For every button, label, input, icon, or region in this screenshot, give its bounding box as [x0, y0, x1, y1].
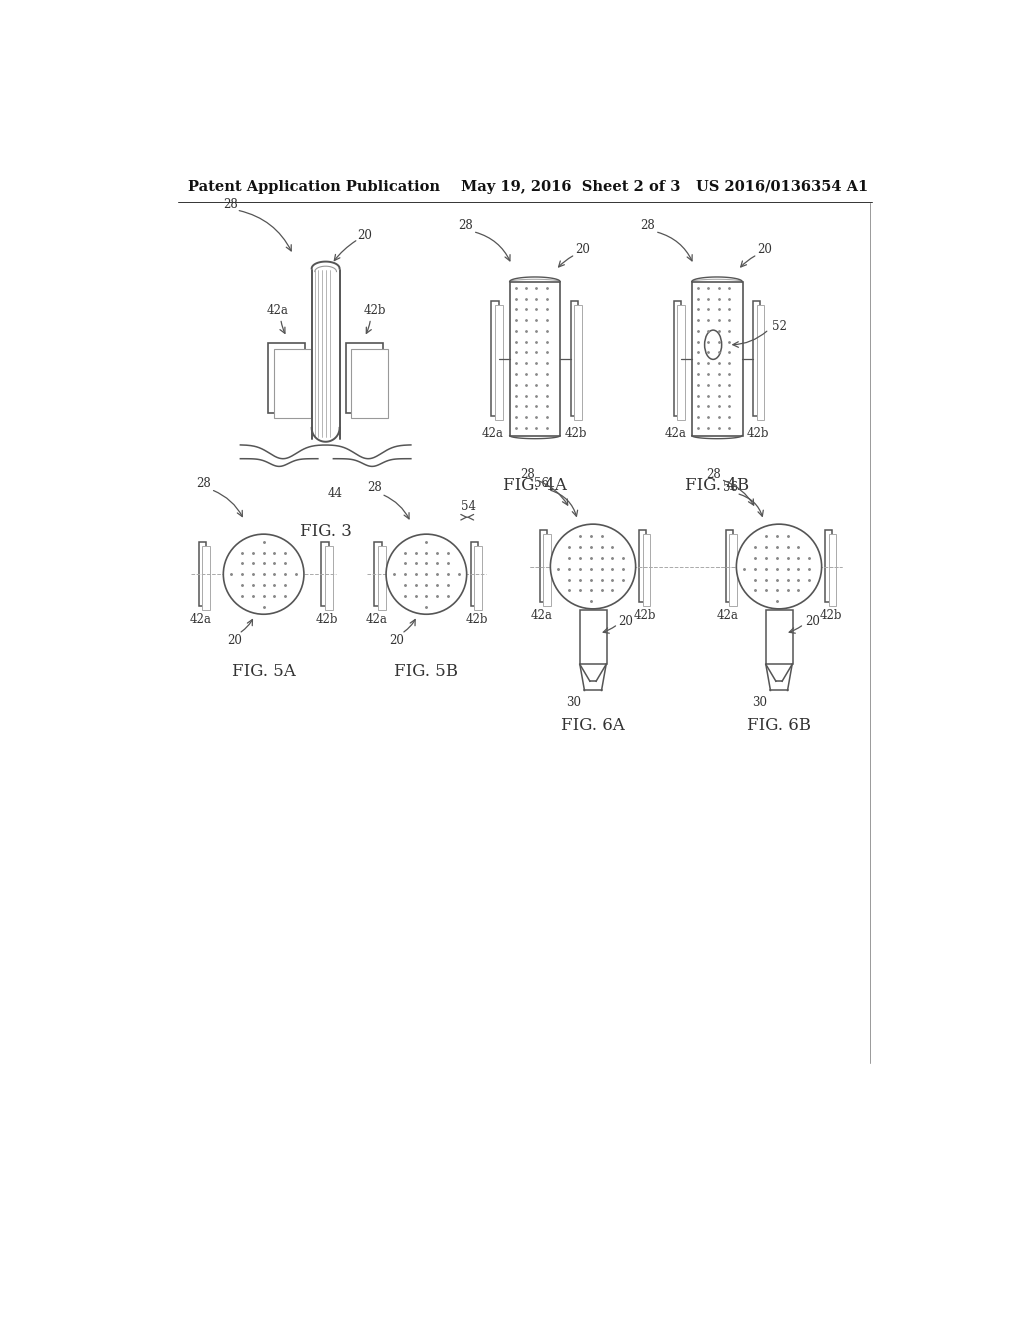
Text: 28: 28: [197, 477, 211, 490]
Text: 56: 56: [723, 480, 737, 494]
Text: 42b: 42b: [819, 610, 842, 622]
Text: 20: 20: [389, 634, 404, 647]
Bar: [639, 529, 646, 602]
Bar: [321, 541, 329, 606]
Bar: [474, 545, 482, 610]
Bar: [729, 533, 737, 606]
Text: 44: 44: [328, 487, 342, 500]
Text: 20: 20: [226, 634, 242, 647]
Circle shape: [550, 524, 636, 609]
Bar: [574, 305, 583, 420]
Text: 28: 28: [640, 219, 654, 232]
Bar: [510, 281, 560, 436]
Bar: [757, 305, 764, 420]
Bar: [824, 529, 833, 602]
Bar: [692, 281, 742, 436]
Bar: [378, 545, 386, 610]
Text: 30: 30: [752, 696, 767, 709]
Circle shape: [223, 535, 304, 614]
Text: 42a: 42a: [530, 610, 553, 622]
Text: 42a: 42a: [366, 612, 388, 626]
Text: 42b: 42b: [634, 610, 656, 622]
Bar: [351, 348, 388, 418]
Text: 28: 28: [367, 482, 382, 495]
Text: 28: 28: [223, 198, 238, 211]
Bar: [203, 545, 210, 610]
Text: FIG. 4B: FIG. 4B: [685, 477, 750, 494]
Text: May 19, 2016  Sheet 2 of 3: May 19, 2016 Sheet 2 of 3: [461, 180, 681, 194]
Text: 42b: 42b: [364, 305, 386, 317]
Text: 20: 20: [575, 243, 591, 256]
Text: 20: 20: [357, 228, 372, 242]
Text: 28: 28: [520, 467, 536, 480]
Bar: [674, 301, 681, 416]
Text: 20: 20: [758, 243, 772, 256]
Text: FIG. 3: FIG. 3: [300, 523, 351, 540]
Text: 30: 30: [566, 696, 582, 709]
Circle shape: [736, 524, 821, 609]
Bar: [471, 541, 478, 606]
Bar: [375, 541, 382, 606]
Text: 20: 20: [805, 615, 820, 628]
Text: US 2016/0136354 A1: US 2016/0136354 A1: [696, 180, 868, 194]
Bar: [268, 343, 305, 412]
Bar: [492, 301, 500, 416]
Bar: [766, 610, 793, 664]
Bar: [753, 301, 761, 416]
Text: 42b: 42b: [746, 426, 769, 440]
Text: 42a: 42a: [266, 305, 289, 317]
Bar: [496, 305, 503, 420]
Bar: [199, 541, 206, 606]
Bar: [726, 529, 733, 602]
Text: 52: 52: [771, 319, 786, 333]
Text: 42a: 42a: [665, 426, 686, 440]
Text: FIG. 6B: FIG. 6B: [746, 717, 811, 734]
Text: 28: 28: [458, 219, 472, 232]
Text: 42b: 42b: [564, 426, 587, 440]
Text: 56: 56: [535, 477, 549, 490]
Text: FIG. 6A: FIG. 6A: [561, 717, 625, 734]
Text: 42b: 42b: [466, 612, 488, 626]
Bar: [828, 533, 837, 606]
Text: 28: 28: [707, 467, 721, 480]
Text: 54: 54: [462, 500, 476, 513]
Text: 20: 20: [618, 615, 633, 628]
Text: Patent Application Publication: Patent Application Publication: [188, 180, 440, 194]
Bar: [544, 533, 551, 606]
Circle shape: [386, 535, 467, 614]
Text: 42a: 42a: [717, 610, 738, 622]
Bar: [570, 301, 579, 416]
Text: FIG. 5B: FIG. 5B: [394, 664, 459, 681]
Ellipse shape: [705, 330, 722, 359]
Bar: [540, 529, 547, 602]
Text: 42b: 42b: [316, 612, 338, 626]
Text: FIG. 5A: FIG. 5A: [231, 664, 296, 681]
Bar: [580, 610, 607, 664]
Bar: [678, 305, 685, 420]
Bar: [273, 348, 311, 418]
Text: 42a: 42a: [482, 426, 504, 440]
Bar: [643, 533, 650, 606]
Text: 42a: 42a: [189, 612, 212, 626]
Bar: [346, 343, 383, 412]
Text: FIG. 4A: FIG. 4A: [503, 477, 567, 494]
Bar: [325, 545, 333, 610]
